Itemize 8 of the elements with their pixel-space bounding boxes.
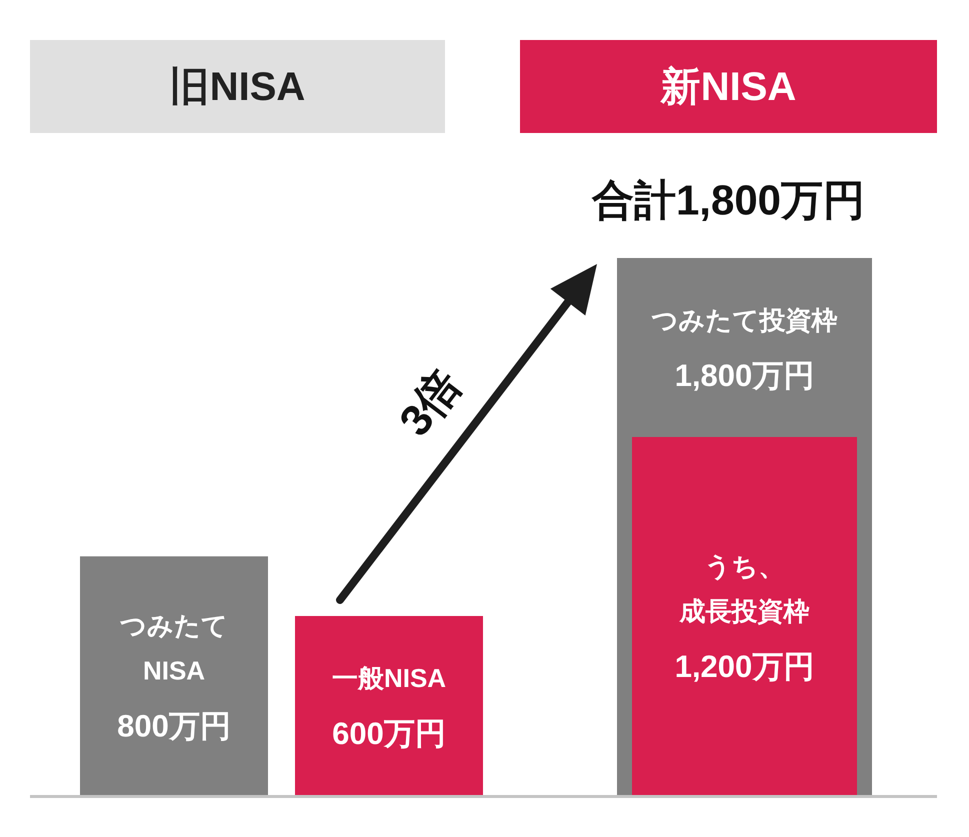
data-label: 一般NISA 600万円 xyxy=(332,663,446,751)
data-label: うち、成長投資枠 1,200万円 xyxy=(674,551,814,684)
data-label: つみたて NISA 800万円 xyxy=(117,610,231,744)
annotation: 3倍 xyxy=(390,360,471,445)
data-label: つみたて投資枠 1,800万円 xyxy=(652,305,838,393)
x-tick-label: 新NISA xyxy=(660,65,796,109)
x-tick-label: 旧NISA xyxy=(170,65,306,109)
annotation: 合計1,800万円 xyxy=(590,176,866,224)
